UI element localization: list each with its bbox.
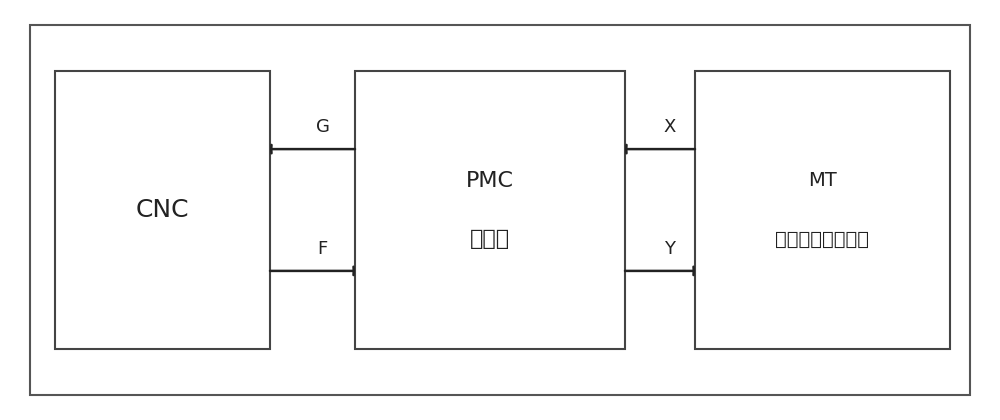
Bar [55, 71, 270, 349]
Text: 梯形图: 梯形图 [470, 229, 510, 249]
Text: 真实机床操作面板: 真实机床操作面板 [776, 230, 870, 249]
Bar [30, 25, 970, 395]
Text: Y: Y [664, 240, 675, 258]
Text: G: G [316, 118, 329, 136]
Text: MT: MT [808, 171, 837, 190]
Text: PMC: PMC [466, 171, 514, 191]
Bar [695, 71, 950, 349]
Bar [355, 71, 625, 349]
Text: F: F [317, 240, 328, 258]
Text: X: X [664, 118, 676, 136]
Text: CNC: CNC [136, 198, 189, 222]
